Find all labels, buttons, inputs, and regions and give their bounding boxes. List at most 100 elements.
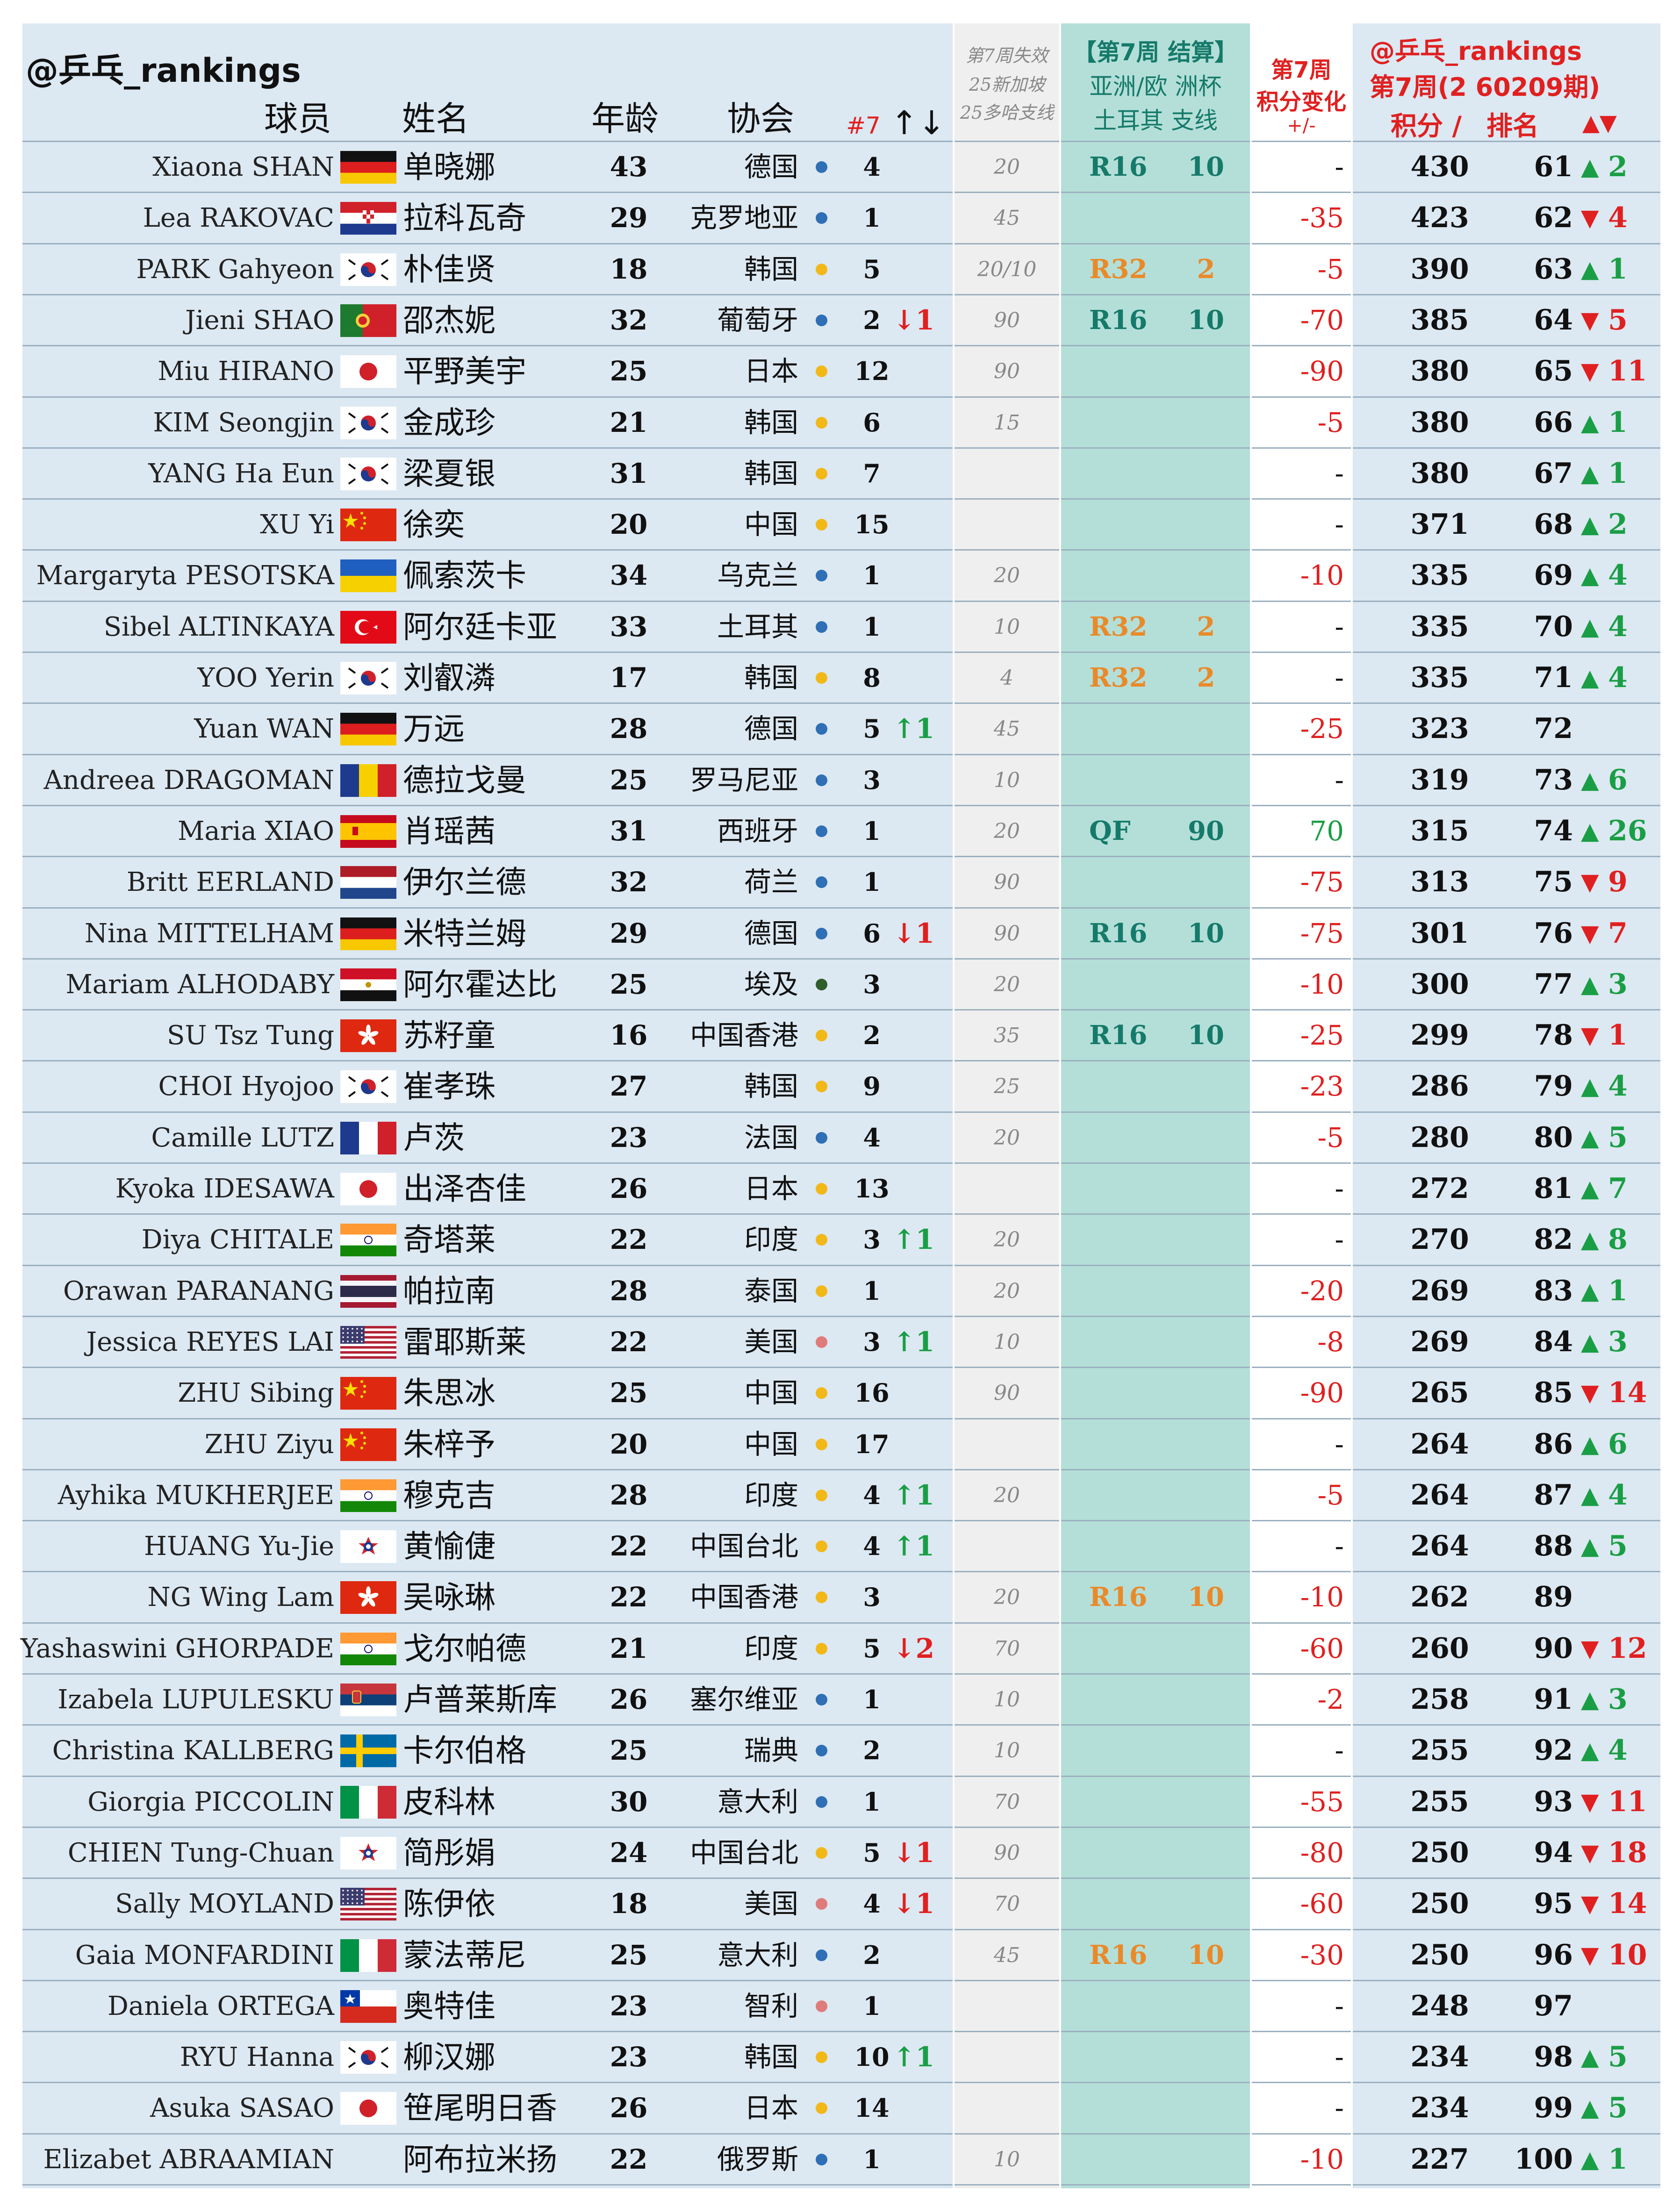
rank-delta: 26 — [1608, 814, 1647, 847]
rank-trend-icon: ▼ — [1581, 1788, 1599, 1815]
flag-icon — [340, 713, 396, 746]
rank-trend-icon: ▲ — [1581, 1175, 1599, 1202]
rank: 66 — [1534, 406, 1573, 439]
cup-round: QF — [1089, 815, 1131, 846]
region-dot-icon — [816, 1438, 827, 1450]
rank: 76 — [1534, 917, 1573, 950]
rank-delta: 4 — [1608, 1734, 1628, 1767]
rank: 99 — [1534, 2092, 1573, 2125]
page-title: @乒乓_rankings — [26, 51, 301, 90]
rank-move: ↑1 — [893, 1530, 934, 1562]
region-dot-icon — [816, 1745, 827, 1757]
flag-icon — [340, 2143, 396, 2176]
total-points: 300 — [1410, 967, 1469, 1001]
points-change: - — [1335, 457, 1344, 489]
age: 34 — [610, 559, 648, 592]
association: 法国 — [744, 1121, 798, 1154]
association: 日本 — [744, 1173, 798, 1204]
points-change: -25 — [1300, 1019, 1344, 1052]
rank: 85 — [1534, 1376, 1573, 1410]
week7-rank: 4 — [863, 1480, 881, 1510]
flag-icon — [340, 1428, 396, 1461]
rank: 64 — [1534, 303, 1573, 337]
region-dot-icon — [816, 161, 827, 173]
total-points: 280 — [1410, 1121, 1469, 1154]
age: 29 — [610, 917, 648, 949]
lost-points: 70 — [994, 1636, 1020, 1661]
week7-rank: 6 — [863, 407, 881, 437]
table-row: Christina KALLBERG 卡尔伯格 25 瑞典 2 10 - 255 92 ▲ 4 — [0, 1725, 1680, 1776]
rank-trend-icon: ▼ — [1581, 919, 1599, 947]
column-divider — [1250, 23, 1252, 2188]
player-name: Margaryta PESOTSKA — [36, 560, 334, 591]
player-name: Miu HIRANO — [158, 356, 334, 387]
lost-points: 10 — [994, 615, 1020, 639]
chinese-name: 卢茨 — [403, 1119, 465, 1156]
row-divider — [22, 702, 1660, 704]
total-points: 380 — [1410, 406, 1469, 439]
lost-points: 90 — [994, 921, 1020, 946]
column-divider — [1059, 23, 1061, 2188]
chinese-name: 阿尔廷卡亚 — [403, 609, 557, 645]
chinese-name: 卢普莱斯库 — [403, 1682, 557, 1718]
player-name: Izabela LUPULESKU — [57, 1684, 334, 1715]
rank-delta: 1 — [1608, 1019, 1628, 1052]
chinese-name: 皮科林 — [403, 1784, 495, 1820]
rank: 80 — [1534, 1121, 1573, 1154]
points-change: -8 — [1317, 1326, 1344, 1358]
week7-rank: 13 — [854, 1174, 890, 1204]
rank-trend-icon: ▲ — [1581, 153, 1599, 180]
player-name: Andreea DRAGOMAN — [43, 765, 334, 795]
rank: 65 — [1534, 355, 1573, 388]
table-row: Britt EERLAND 伊尔兰德 32 荷兰 1 90 -75 313 75 ▼ 9 — [0, 857, 1680, 908]
rank-delta: 1 — [1608, 406, 1628, 439]
association: 韩国 — [744, 1070, 798, 1103]
week7-rank: 1 — [863, 560, 881, 591]
week7-rank: 8 — [863, 663, 881, 693]
row-divider — [22, 1213, 1660, 1215]
region-dot-icon — [816, 212, 827, 224]
player-name: Xiaona SHAN — [152, 152, 334, 182]
player-name: Camille LUTZ — [151, 1122, 334, 1153]
age: 25 — [610, 355, 648, 387]
rank-delta: 7 — [1608, 1172, 1628, 1205]
rank-trend-icon: ▲ — [1581, 1737, 1599, 1764]
points-change: -90 — [1300, 355, 1344, 387]
age: 30 — [610, 1785, 648, 1818]
flag-icon — [340, 151, 396, 184]
table-row: Giorgia PICCOLIN 皮科林 30 意大利 1 70 -55 255 93 ▼ 11 — [0, 1777, 1680, 1827]
cup-points: 2 — [1197, 611, 1215, 642]
flag-icon — [340, 1479, 396, 1512]
total-points: 423 — [1410, 201, 1469, 235]
region-dot-icon — [816, 416, 827, 429]
rank-delta: 7 — [1608, 917, 1628, 950]
points-change: -20 — [1300, 1275, 1344, 1307]
row-divider — [22, 652, 1660, 653]
rank-delta: 12 — [1608, 1632, 1647, 1665]
table-row: Jieni SHAO 邵杰妮 32 葡萄牙 2 ↓1 90 R16 10 -70 385 64 ▼ 5 — [0, 295, 1680, 346]
association: 韩国 — [744, 2041, 798, 2073]
player-name: SU Tsz Tung — [166, 1020, 334, 1051]
association: 中国香港 — [689, 1019, 798, 1052]
association: 西班牙 — [717, 815, 798, 847]
rank-move: ↓2 — [893, 1632, 934, 1664]
chinese-name: 陈伊依 — [403, 1886, 495, 1922]
cup-points: 10 — [1188, 1582, 1224, 1613]
association: 中国 — [744, 509, 798, 541]
header-change-1: 第7周 — [1271, 57, 1332, 83]
total-points: 234 — [1410, 2041, 1469, 2074]
row-divider — [22, 1009, 1660, 1011]
lost-points — [954, 2083, 1060, 2134]
cup-points — [1183, 2134, 1229, 2185]
chinese-name: 笹尾明日香 — [403, 2090, 557, 2127]
rank-delta: 1 — [1608, 457, 1628, 490]
lost-points: 4 — [1000, 666, 1013, 690]
rank: 73 — [1534, 763, 1573, 796]
row-divider — [22, 1673, 1660, 1675]
header-change-2: 积分变化 — [1256, 89, 1346, 115]
table-row: ZHU Ziyu 朱梓予 20 中国 17 - 264 86 ▲ 6 — [0, 1419, 1680, 1470]
table-row: Gaia MONFARDINI 蒙法蒂尼 25 意大利 2 45 R16 10 -30 250 96… — [0, 1930, 1680, 1981]
lost-points: 15 — [994, 410, 1020, 435]
cup-points — [1183, 397, 1229, 448]
rank-delta: 11 — [1608, 1785, 1647, 1818]
